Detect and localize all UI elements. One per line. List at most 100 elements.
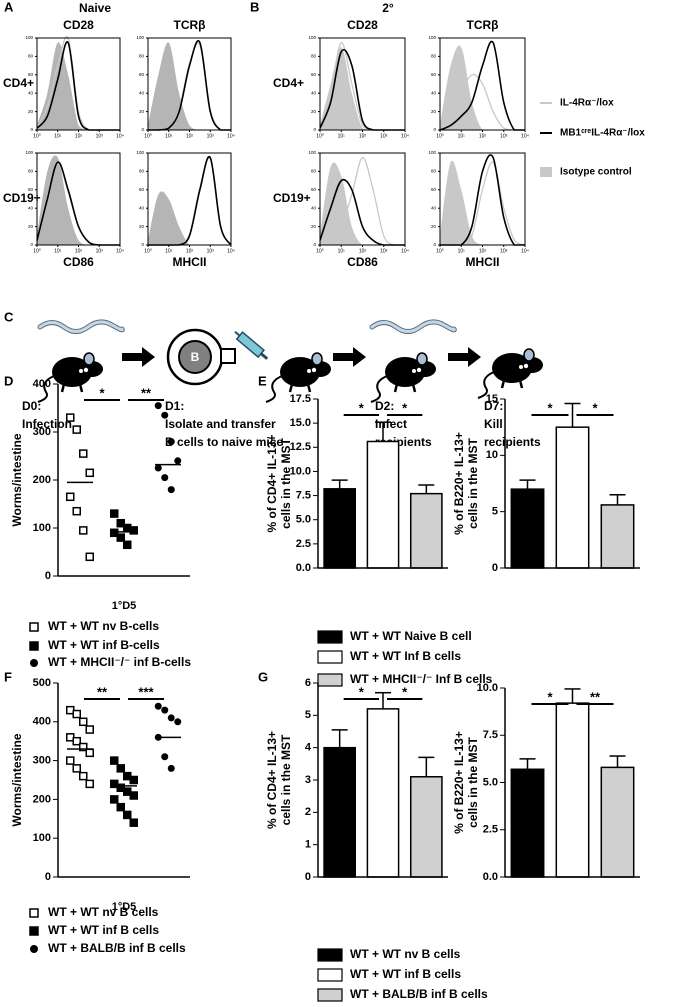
y-tick-label: 0 — [45, 570, 51, 582]
dot — [167, 486, 175, 494]
panel-letter: G — [258, 669, 268, 684]
dot — [167, 438, 175, 446]
legend-swatch — [540, 167, 552, 177]
legend-swatch — [317, 650, 343, 664]
dot — [66, 756, 75, 765]
dot — [161, 474, 169, 482]
y-tick-label: 500 — [33, 677, 51, 689]
y-tick-label: 80 — [311, 169, 317, 174]
y-tick-label: 6 — [305, 677, 311, 689]
worm-icon — [370, 320, 456, 333]
mouse-leg — [500, 379, 506, 389]
bar — [510, 768, 545, 878]
mouse-ear — [523, 348, 535, 362]
legend-marker — [29, 641, 39, 651]
arrow — [333, 347, 366, 367]
cell-dish: B — [166, 328, 236, 386]
y-tick-label: 80 — [431, 169, 437, 174]
dot — [85, 779, 94, 789]
x-tick-label: 10³ — [380, 248, 388, 254]
significance-label: ** — [141, 385, 152, 400]
y-tick-label: 40 — [431, 205, 437, 210]
x-tick-label: 10¹ — [54, 248, 62, 254]
y-tick-label: 400 — [33, 716, 51, 728]
x-tick-label: 10³ — [500, 133, 508, 139]
legend-swatch — [317, 968, 343, 982]
legend-label: WT + WT inf B-cells — [48, 638, 160, 652]
panel-letter: D — [4, 373, 13, 388]
legend-swatch — [317, 630, 343, 644]
dot — [161, 411, 169, 419]
y-tick-label: 60 — [431, 72, 437, 77]
dot — [154, 702, 162, 710]
step-text: recipients — [484, 435, 541, 449]
legend-label: Isotype control — [560, 167, 632, 178]
y-tick-label: 0 — [141, 127, 144, 132]
y-axis-label: % of CD4+ IL-13+ — [265, 731, 279, 829]
y-axis-label: cells in the MST — [466, 437, 480, 528]
histogram-area — [440, 45, 525, 130]
x-tick-label: 10² — [479, 248, 487, 254]
x-tick-label: 10⁴ — [401, 248, 409, 254]
bar — [510, 488, 545, 569]
y-tick-label: 20 — [311, 109, 317, 114]
legend-marker — [30, 945, 38, 953]
y-tick-label: 20 — [28, 224, 34, 229]
histogram-area — [320, 47, 405, 131]
x-tick-label: 10⁰ — [144, 133, 152, 139]
y-tick-label: 80 — [28, 54, 34, 59]
panel-letter: E — [258, 373, 267, 388]
dot — [66, 413, 75, 422]
y-tick-label: 0 — [30, 242, 33, 247]
y-tick-label: 5.0 — [483, 776, 498, 788]
y-tick-label: 40 — [311, 205, 317, 210]
x-tick-label: 10² — [75, 248, 83, 254]
y-tick-label: 10.0 — [290, 465, 311, 477]
y-axis-label: cells in the MST — [279, 437, 293, 528]
mouse-eye — [307, 369, 311, 373]
y-tick-label: 0 — [45, 871, 51, 883]
row-label: CD19+ — [273, 191, 311, 205]
mouse-leg — [78, 383, 84, 393]
y-tick-label: 15 — [486, 393, 498, 405]
y-tick-label: 60 — [139, 187, 145, 192]
column-title: CD28 — [347, 18, 378, 32]
dot — [129, 775, 138, 785]
row-label: CD19+ — [3, 191, 41, 205]
y-axis-label: % of B220+ IL-13+ — [452, 432, 466, 535]
x-tick-label: 10³ — [380, 133, 388, 139]
significance-label: * — [359, 400, 365, 415]
histogram-line — [439, 40, 525, 131]
dot — [72, 764, 81, 773]
x-axis-label: MHCII — [466, 255, 500, 269]
y-tick-label: 20 — [28, 109, 34, 114]
x-tick-label: 10² — [186, 248, 194, 254]
dot — [123, 540, 132, 550]
bar — [600, 766, 635, 878]
dot — [116, 764, 125, 773]
mouse-eye — [412, 369, 416, 373]
mouse-leg — [306, 383, 312, 393]
y-tick-label: 60 — [311, 72, 317, 77]
legend-label: WT + WT Inf B cells — [350, 649, 461, 663]
y-tick-label: 100 — [136, 35, 144, 40]
legend-swatch — [317, 948, 343, 962]
x-tick-label: 10⁰ — [144, 248, 152, 254]
dot — [167, 714, 175, 722]
dot — [174, 457, 182, 465]
y-tick-label: 60 — [28, 187, 34, 192]
dot — [79, 526, 88, 535]
y-tick-label: 100 — [308, 150, 316, 155]
y-tick-label: 100 — [33, 832, 51, 844]
y-tick-label: 0 — [433, 127, 436, 132]
histogram-area — [320, 162, 405, 245]
mouse-ear — [416, 352, 428, 366]
y-tick-label: 10 — [486, 449, 498, 461]
y-tick-label: 80 — [139, 169, 145, 174]
y-tick-label: 40 — [139, 205, 145, 210]
step-day: D2: — [375, 399, 394, 413]
step-text: Infection — [22, 417, 72, 431]
y-tick-label: 60 — [139, 72, 145, 77]
y-tick-label: 17.5 — [290, 393, 311, 405]
mouse-tail — [37, 375, 55, 403]
